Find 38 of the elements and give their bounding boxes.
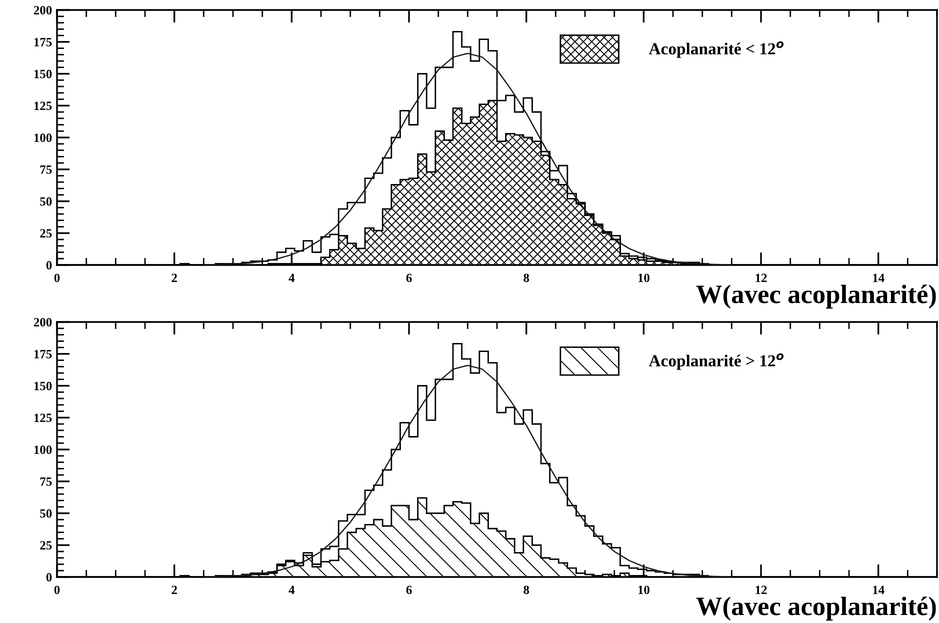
x-tick-label: 0 — [54, 274, 60, 282]
y-tick-label: 200 — [34, 318, 52, 326]
x-tick-label: 0 — [54, 586, 60, 594]
y-tick-label: 0 — [46, 261, 52, 270]
y-tick-label: 0 — [46, 573, 52, 582]
y-tick-label: 100 — [34, 134, 52, 142]
legend-label: Acoplanarité > 12$^{o}$ — [648, 353, 784, 370]
x-tick-label: 2 — [172, 586, 177, 594]
x-tick-label: 8 — [524, 274, 530, 282]
legend-label: Acoplanarité < 12$^{o}$ — [648, 41, 784, 58]
y-tick-label: 175 — [34, 350, 52, 358]
x-tick-label: 12 — [756, 274, 767, 282]
x-tick-label: 4 — [288, 274, 295, 282]
x-tick-label: 14 — [873, 586, 884, 594]
y-tick-label: 75 — [40, 166, 52, 174]
x-tick-label: 12 — [756, 586, 767, 594]
x-axis-title: W(avec acoplanarité) — [696, 284, 936, 309]
y-tick-label: 150 — [34, 70, 52, 78]
y-tick-label: 175 — [34, 38, 52, 46]
x-tick-label: 14 — [873, 274, 884, 282]
y-tick-label: 200 — [34, 6, 52, 14]
y-tick-label: 125 — [34, 102, 52, 110]
y-tick-label: 125 — [34, 414, 52, 422]
y-tick-label: 25 — [40, 229, 52, 238]
x-tick-label: 4 — [288, 586, 295, 594]
x-tick-label: 2 — [172, 274, 177, 282]
x-tick-label: 10 — [638, 274, 650, 282]
y-tick-label: 150 — [34, 382, 52, 390]
y-tick-label: 25 — [40, 541, 52, 550]
x-axis-title: W(avec acoplanarité) — [696, 596, 936, 621]
y-tick-label: 75 — [40, 478, 52, 486]
y-tick-label: 50 — [40, 509, 52, 518]
y-tick-label: 100 — [34, 446, 52, 454]
x-tick-label: 6 — [406, 274, 412, 282]
x-tick-label: 6 — [406, 586, 412, 594]
x-tick-label: 10 — [638, 586, 650, 594]
x-tick-label: 8 — [524, 586, 530, 594]
y-tick-label: 50 — [40, 197, 52, 206]
